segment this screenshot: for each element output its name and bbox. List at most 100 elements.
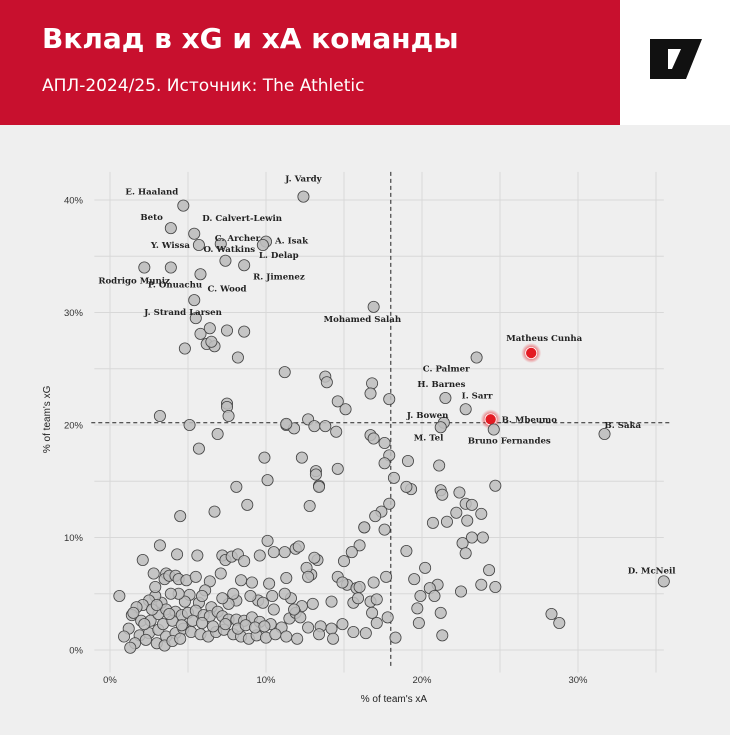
point-label: J. Bowen (406, 411, 449, 421)
data-point (280, 630, 293, 643)
labeled-data-point (238, 259, 251, 272)
data-point (313, 480, 326, 493)
labeled-data-point (219, 254, 232, 267)
data-point (475, 578, 488, 591)
y-tick-label: 10% (64, 533, 84, 544)
data-point (196, 616, 209, 629)
labeled-data-point (256, 239, 269, 252)
data-point (433, 459, 446, 472)
data-point (400, 544, 413, 557)
data-point (227, 587, 240, 600)
data-point (475, 507, 488, 520)
data-point (150, 598, 163, 611)
data-point (258, 620, 271, 633)
data-point (291, 632, 304, 645)
data-point (175, 619, 188, 632)
y-tick-label: 20% (64, 421, 84, 432)
data-point (253, 549, 266, 562)
y-tick-label: 0% (69, 646, 83, 657)
data-point (339, 403, 352, 416)
data-point (370, 593, 383, 606)
data-point (178, 595, 191, 608)
point-label: Rodrigo Muniz (98, 277, 170, 287)
data-point (189, 312, 202, 325)
point-label: I. Sarr (462, 391, 493, 401)
data-point (147, 567, 160, 580)
data-point (136, 553, 149, 566)
scatter-chart: 0% 10% 20% 30% 0% 10% 20% 30% 40% % of team's xA%… (42, 171, 676, 705)
data-point (256, 596, 269, 609)
data-point (269, 628, 282, 641)
data-point (380, 570, 393, 583)
data-point (364, 387, 377, 400)
data-point (178, 342, 191, 355)
x-tick-label: 30% (568, 675, 588, 686)
data-point (278, 366, 291, 379)
data-point (367, 432, 380, 445)
data-point (220, 324, 233, 337)
labeled-data-point (177, 199, 190, 212)
data-point (465, 498, 478, 511)
y-tick-label: 30% (64, 308, 84, 319)
point-label: D. Calvert-Lewin (202, 214, 282, 224)
data-point (278, 546, 291, 559)
data-point (331, 395, 344, 408)
data-point (330, 425, 343, 438)
data-point (378, 523, 391, 536)
data-point (369, 510, 382, 523)
data-point (302, 621, 315, 634)
data-point (331, 462, 344, 475)
point-label: Bruno Fernandes (468, 437, 551, 447)
data-point (325, 622, 338, 635)
point-label: J. Strand Larsen (143, 308, 222, 318)
data-point (244, 589, 257, 602)
point-label: M. Tel (414, 433, 444, 443)
data-point (216, 592, 229, 605)
data-point (400, 480, 413, 493)
point-label: J. Vardy (284, 175, 322, 185)
data-point (261, 474, 274, 487)
data-point (419, 561, 432, 574)
data-point (139, 633, 152, 646)
data-point (263, 577, 276, 590)
data-point (545, 607, 558, 620)
labeled-data-point (164, 261, 177, 274)
data-point (266, 589, 279, 602)
highlighted-data-point (525, 346, 538, 359)
data-point (411, 602, 424, 615)
data-point (191, 549, 204, 562)
data-point (408, 573, 421, 586)
labeled-data-point (297, 190, 310, 203)
point-label: L. Delap (259, 251, 299, 261)
data-point (241, 498, 254, 511)
data-point (219, 618, 232, 631)
data-point (367, 576, 380, 589)
point-label: B. Mbeumo (502, 415, 558, 425)
data-point (203, 322, 216, 335)
data-point (230, 480, 243, 493)
y-tick-label: 40% (64, 196, 84, 207)
point-label: A. Isak (274, 237, 309, 247)
data-point (428, 589, 441, 602)
data-point (214, 567, 227, 580)
labeled-data-point (439, 391, 452, 404)
data-point (245, 576, 258, 589)
data-point (192, 442, 205, 455)
data-point (238, 325, 251, 338)
x-tick-label: 10% (256, 675, 276, 686)
data-point (280, 417, 293, 430)
data-point (381, 611, 394, 624)
data-point (337, 555, 350, 568)
data-point (456, 537, 469, 550)
point-label: R. Jimenez (253, 272, 305, 282)
data-point (358, 521, 371, 534)
data-point (308, 420, 321, 433)
data-point (306, 597, 319, 610)
point-label: Mohamed Salah (324, 315, 402, 325)
labeled-data-point (188, 294, 201, 307)
data-point (483, 564, 496, 577)
data-point (278, 587, 291, 600)
labeled-data-point (138, 261, 151, 274)
data-point (426, 516, 439, 529)
data-point (196, 589, 209, 602)
